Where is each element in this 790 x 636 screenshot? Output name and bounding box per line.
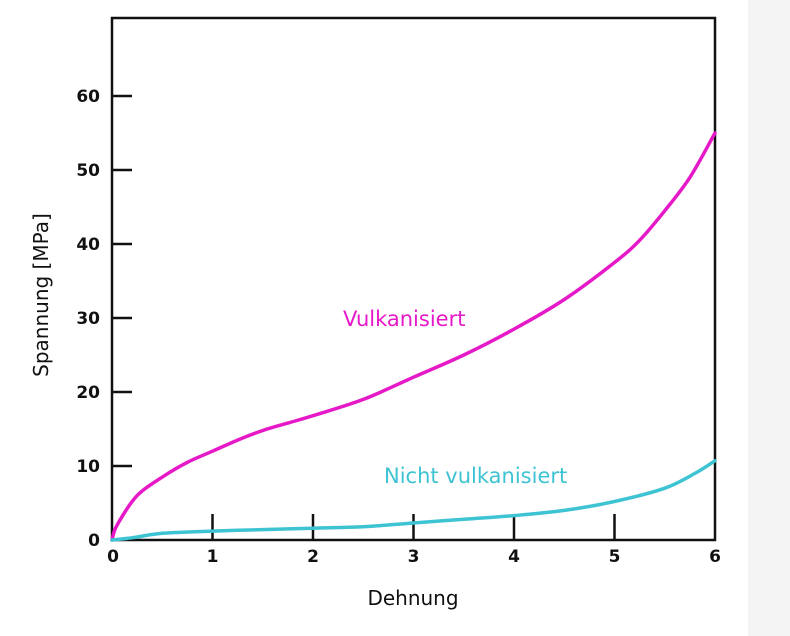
series-label-vulkanisiert: Vulkanisiert: [343, 307, 465, 331]
x-tick-label: 3: [408, 547, 420, 567]
series-line-vulkanisiert: [110, 131, 717, 542]
x-tick-label: 5: [609, 547, 621, 567]
y-tick-label: 40: [76, 235, 100, 255]
x-tick-label: 6: [709, 547, 721, 567]
x-tick-label: 4: [508, 547, 520, 567]
y-axis-label: Spannung [MPa]: [29, 213, 53, 377]
x-tick-label: 0: [107, 547, 119, 567]
y-tick-label: 30: [76, 309, 100, 329]
y-tick-label: 60: [76, 87, 100, 107]
series-lines: [110, 131, 717, 542]
chart-sheet: 0 1 2 3 4 5 6 0 10 20 30 40 50 60 Dehnung Spannung [M…: [0, 0, 748, 636]
y-tick-label: 20: [76, 383, 100, 403]
series-line-nicht-vulkanisiert: [110, 459, 717, 542]
x-tick-label: 2: [307, 547, 319, 567]
y-tick-label: 10: [76, 457, 100, 477]
series-label-nicht-vulkanisiert: Nicht vulkanisiert: [384, 464, 567, 488]
x-tick-label: 1: [207, 547, 219, 567]
x-axis-label: Dehnung: [367, 586, 458, 610]
axis-ticks: [112, 94, 616, 540]
y-tick-label: 0: [88, 531, 100, 551]
plot-frame: [110, 16, 717, 542]
y-tick-label: 50: [76, 161, 100, 181]
